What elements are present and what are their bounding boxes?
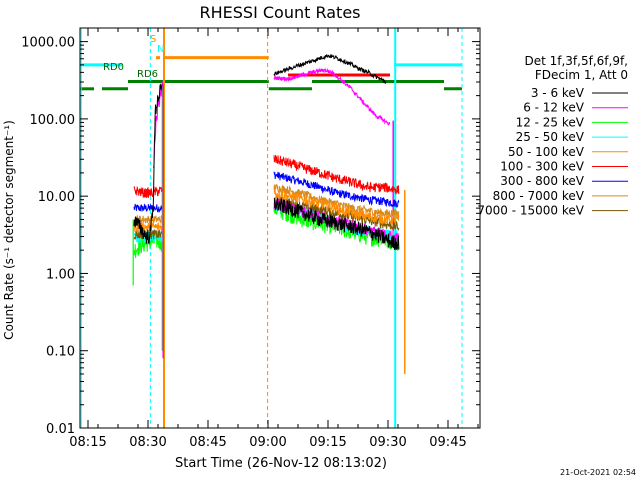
series-100-300-kev-late bbox=[273, 154, 400, 195]
plot-frame bbox=[79, 27, 481, 429]
y-axis-label: Count Rate (s⁻¹ detector segment⁻¹) bbox=[2, 120, 16, 340]
timestamp: 21-Oct-2021 02:54 bbox=[560, 468, 636, 477]
series-3-6-kev-peak bbox=[273, 53, 387, 85]
x-tick-label: 09:00 bbox=[249, 435, 286, 450]
y-tick-label: 10.00 bbox=[38, 190, 75, 205]
legend-label-50-100-kev: 50 - 100 keV bbox=[508, 145, 585, 159]
legend-label-800-7000-kev: 800 - 7000 keV bbox=[493, 189, 585, 203]
plot-area: RD0RD6SN1000.00100.0010.001.000.100.0108… bbox=[21, 27, 481, 450]
chart-title: RHESSI Count Rates bbox=[200, 3, 361, 22]
series-50-100-kev-early bbox=[133, 221, 163, 233]
legend-label-3-6-kev: 3 - 6 keV bbox=[531, 86, 585, 100]
x-tick-label: 09:45 bbox=[429, 435, 466, 450]
x-tick-label: 08:45 bbox=[189, 435, 226, 450]
legend-label-100-300-kev: 100 - 300 keV bbox=[500, 160, 584, 174]
x-axis-label: Start Time (26-Nov-12 08:13:02) bbox=[175, 456, 387, 471]
series-50-100-kev-late bbox=[273, 190, 400, 226]
legend-label-25-50-kev: 25 - 50 keV bbox=[516, 130, 585, 144]
legend-header-line2: FDecim 1, Att 0 bbox=[535, 68, 628, 82]
series-3-6-kev-late bbox=[273, 196, 400, 251]
annotation-rd6: RD6 bbox=[137, 69, 158, 80]
y-tick-label: 0.01 bbox=[46, 422, 75, 437]
x-tick-label: 09:30 bbox=[369, 435, 406, 450]
legend-label-6-12-kev: 6 - 12 keV bbox=[523, 101, 585, 115]
annotation-n: N bbox=[157, 44, 164, 55]
y-tick-label: 100.00 bbox=[30, 113, 76, 128]
annotation-s: S bbox=[150, 34, 156, 45]
legend-label-12-25-kev: 12 - 25 keV bbox=[516, 115, 585, 129]
legend-label-300-800-kev: 300 - 800 keV bbox=[500, 174, 584, 188]
y-tick-label: 1.00 bbox=[46, 267, 75, 282]
series-100-300-kev-early bbox=[133, 186, 163, 199]
annotation-rd0: RD0 bbox=[103, 62, 124, 73]
y-tick-label: 0.10 bbox=[46, 345, 75, 360]
x-tick-label: 08:30 bbox=[129, 435, 166, 450]
series-300-800-kev-early bbox=[133, 203, 163, 213]
legend-label-7000-15000-kev: 7000 - 15000 keV bbox=[477, 204, 584, 218]
series-6-12-kev-peak bbox=[273, 67, 391, 126]
legend-header-line1: Det 1f,3f,5f,6f,9f, bbox=[524, 54, 628, 68]
x-tick-label: 08:15 bbox=[69, 435, 106, 450]
y-tick-label: 1000.00 bbox=[21, 36, 75, 51]
series-3-6-kev-early bbox=[133, 83, 163, 245]
series-300-800-kev-late bbox=[273, 171, 400, 208]
x-tick-label: 09:15 bbox=[309, 435, 346, 450]
